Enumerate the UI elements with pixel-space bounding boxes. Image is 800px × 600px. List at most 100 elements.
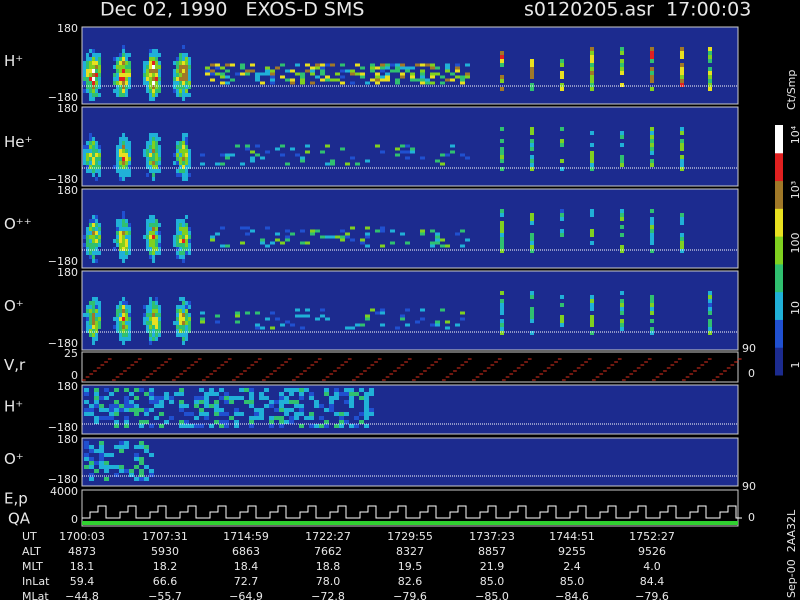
spectrum-cell [415, 320, 420, 324]
spectrum-cell [354, 416, 359, 420]
spectrum-cell [179, 239, 182, 243]
spectrum-cell [708, 67, 712, 71]
spectrum-cell [349, 388, 354, 392]
spectrum-cell [210, 238, 215, 242]
spectrum-cell [455, 232, 460, 236]
spectrum-cell [188, 61, 191, 65]
spectrum-cell [176, 89, 179, 93]
spectrum-cell [500, 87, 504, 91]
spectrum-cell [124, 424, 129, 428]
spectrum-cell [83, 161, 86, 165]
spectrum-cell [86, 309, 89, 313]
spectrum-cell [209, 404, 214, 408]
spectrum-cell [154, 400, 159, 404]
spectrum-cell [250, 156, 255, 160]
spectrum-cell [224, 412, 229, 416]
spectrum-cell [119, 85, 122, 89]
spectrum-cell [149, 89, 152, 93]
colorbar-title: Ct/Smp [785, 70, 798, 110]
spectrum-cell [152, 329, 155, 333]
spectrum-cell [239, 396, 244, 400]
spectrum-cell [125, 149, 128, 153]
spectrum-cell [199, 388, 204, 392]
spectrum-cell [173, 69, 176, 73]
spectrum-cell [430, 229, 435, 233]
spectrum-cell [89, 404, 94, 408]
spectrum-cell [355, 63, 360, 67]
spectrum-cell [650, 87, 654, 91]
spectrum-cell [400, 72, 405, 76]
spectrum-cell [285, 162, 290, 166]
spectrum-cell [119, 309, 122, 313]
spectrum-cell [152, 247, 155, 251]
spectrum-cell [620, 51, 624, 55]
spectrum-cell [349, 424, 354, 428]
spectrum-cell [128, 85, 131, 89]
spectrum-cell [119, 177, 122, 181]
spectrum-cell [92, 57, 95, 61]
row-label: MLT [22, 560, 43, 573]
spectrum-cell [375, 311, 380, 315]
spectrum-cell [86, 239, 89, 243]
spectrum-cell [152, 169, 155, 173]
spectrum-cell [365, 314, 370, 318]
spectrum-cell [310, 66, 315, 70]
spectrum-cell [176, 325, 179, 329]
spectrum-cell [280, 144, 285, 148]
spectrum-cell [89, 321, 92, 325]
spectrum-cell [650, 225, 654, 229]
spectrum-cell [158, 329, 161, 333]
spectrum-cell [395, 326, 400, 330]
spectrum-cell [155, 53, 158, 57]
spectrum-cell [182, 53, 185, 57]
spectrum-cell [119, 239, 122, 243]
spectrum-cell [182, 69, 185, 73]
spectrum-cell [500, 229, 504, 233]
spectrum-cell [349, 392, 354, 396]
spectrum-cell [188, 321, 191, 325]
spectrum-cell [155, 239, 158, 243]
spectrum-cell [530, 311, 534, 315]
spectrum-cell [305, 63, 310, 67]
spectrum-cell [395, 63, 400, 67]
spectrum-cell [86, 325, 89, 329]
spectrum-cell [158, 317, 161, 321]
spectrum-cell [620, 311, 624, 315]
spectrum-cell [370, 63, 375, 67]
spectrum-cell [139, 441, 144, 445]
panel-label: O⁺⁺ [4, 215, 32, 233]
spectrum-cell [320, 308, 325, 312]
spectrum-cell [182, 45, 185, 49]
spectrum-cell [86, 69, 89, 73]
spectrum-cell [98, 57, 101, 61]
tick-label: −180 [48, 421, 78, 434]
spectrum-cell [89, 49, 92, 53]
spectrum-cell [420, 81, 425, 85]
spectrum-cell [455, 75, 460, 79]
spectrum-cell [620, 83, 624, 87]
spectrum-cell [124, 441, 129, 445]
spectrum-cell [125, 61, 128, 65]
spectrum-cell [220, 153, 225, 157]
spectrum-cell [530, 71, 534, 75]
spectrum-cell [188, 251, 191, 255]
spectrum-cell [149, 453, 154, 457]
spectrum-cell [210, 63, 215, 67]
spectrum-cell [364, 400, 369, 404]
tick-label: 0 [71, 513, 78, 526]
spectrum-cell [435, 66, 440, 70]
spectrum-cell [92, 329, 95, 333]
spectrum-cell [152, 53, 155, 57]
spectrum-cell [122, 141, 125, 145]
spectrum-cell [86, 329, 89, 333]
spectrum-cell [122, 243, 125, 247]
spectrum-cell [124, 420, 129, 424]
spectrum-cell [530, 131, 534, 135]
spectrum-cell [95, 227, 98, 231]
spectrum-cell [708, 299, 712, 303]
spectrum-cell [152, 259, 155, 263]
spectrum-cell [155, 235, 158, 239]
spectrum-cell [116, 161, 119, 165]
spectrum-cell [143, 81, 146, 85]
spectrum-cell [530, 213, 534, 217]
